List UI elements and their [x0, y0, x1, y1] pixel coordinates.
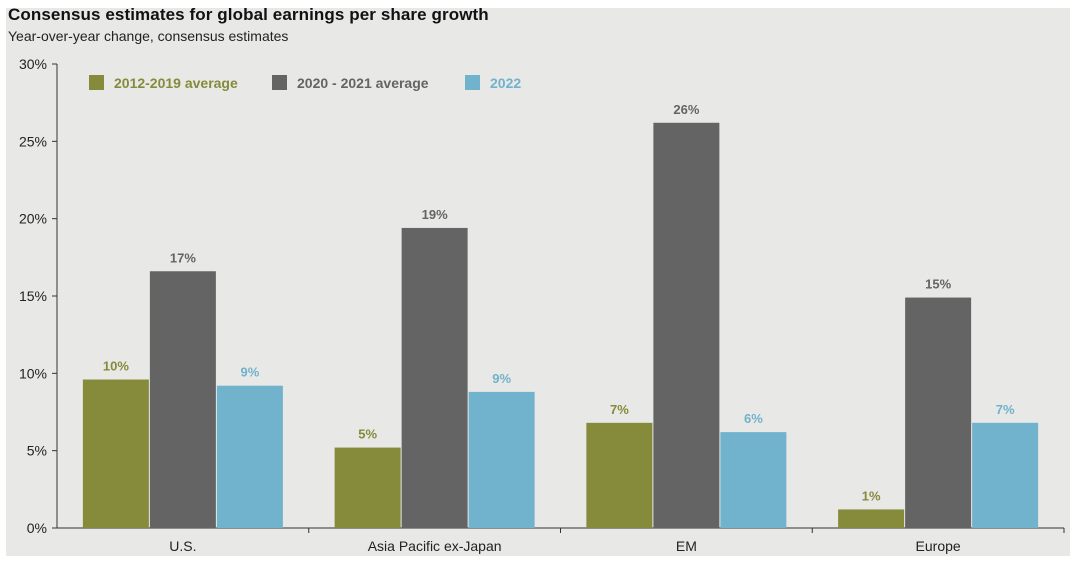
- legend-label: 2020 - 2021 average: [297, 75, 429, 91]
- y-tick-label: 20%: [19, 211, 47, 227]
- bar: [905, 297, 972, 528]
- bar: [972, 422, 1039, 528]
- bar: [653, 122, 720, 529]
- legend-label: 2022: [490, 75, 521, 91]
- y-tick-label: 0%: [27, 520, 47, 536]
- data-label: 7%: [610, 402, 629, 417]
- bar: [149, 271, 216, 528]
- data-label: 17%: [170, 250, 196, 265]
- bar: [586, 422, 653, 528]
- data-label: 9%: [240, 365, 259, 380]
- bar: [401, 227, 468, 529]
- x-category-label: EM: [676, 538, 697, 554]
- data-label: 26%: [673, 102, 699, 117]
- bar: [838, 509, 905, 528]
- legend-swatch: [465, 75, 480, 90]
- y-tick-label: 30%: [19, 56, 47, 72]
- data-label: 19%: [422, 207, 448, 222]
- x-category-label: U.S.: [169, 538, 196, 554]
- data-label: 15%: [925, 277, 951, 292]
- legend-swatch: [272, 75, 287, 90]
- data-label: 6%: [744, 411, 763, 426]
- bar: [468, 391, 535, 528]
- data-label: 9%: [492, 371, 511, 386]
- x-category-label: Asia Pacific ex-Japan: [368, 538, 502, 554]
- bar: [720, 432, 787, 528]
- bar: [216, 385, 283, 528]
- data-label: 7%: [996, 402, 1015, 417]
- data-label: 5%: [358, 427, 377, 442]
- y-tick-label: 15%: [19, 288, 47, 304]
- y-tick-label: 5%: [27, 443, 47, 459]
- x-category-label: Europe: [916, 538, 961, 554]
- y-tick-label: 10%: [19, 365, 47, 381]
- legend-label: 2012-2019 average: [114, 75, 238, 91]
- chart-title: Consensus estimates for global earnings …: [8, 5, 489, 24]
- chart-subtitle: Year-over-year change, consensus estimat…: [8, 28, 289, 44]
- y-tick-label: 25%: [19, 133, 47, 149]
- bar: [334, 447, 401, 528]
- bar: [82, 379, 149, 528]
- legend-swatch: [89, 75, 104, 90]
- data-label: 10%: [103, 359, 129, 374]
- data-label: 1%: [862, 488, 881, 503]
